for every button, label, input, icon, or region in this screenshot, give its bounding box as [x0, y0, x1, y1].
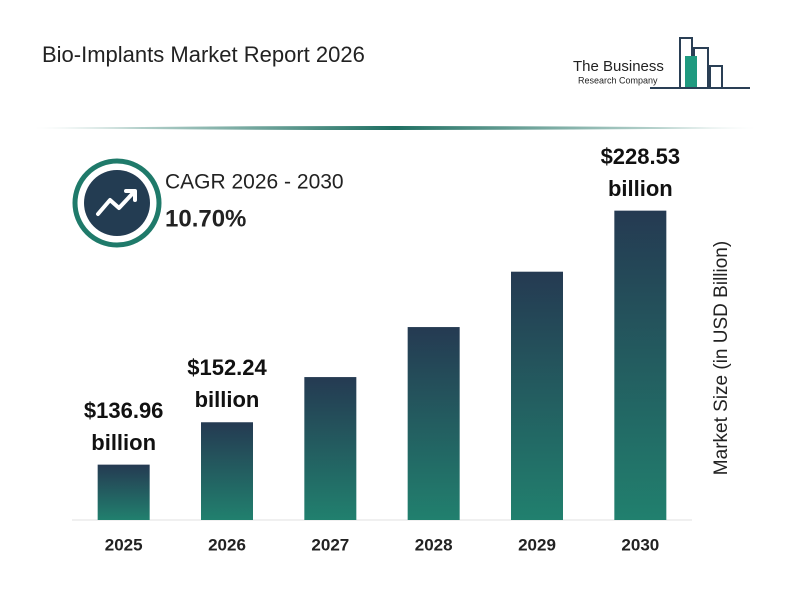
x-tick-label: 2030 — [621, 535, 659, 554]
x-tick-label: 2028 — [415, 535, 453, 554]
bar — [614, 210, 667, 520]
cagr-label: CAGR 2026 - 2030 — [165, 171, 344, 194]
title: Bio-Implants Market Report 2026 — [42, 42, 365, 67]
cagr-value: 10.70% — [165, 205, 246, 232]
bar — [407, 327, 460, 520]
x-tick-label: 2026 — [208, 535, 246, 554]
data-label: $228.53 billion — [600, 143, 681, 201]
x-tick-label: 2027 — [311, 535, 349, 554]
bar — [201, 422, 253, 520]
bar — [511, 271, 563, 520]
logo-text: The Business — [573, 58, 664, 75]
data-label: $136.96 billion — [83, 397, 164, 455]
bar — [304, 377, 357, 520]
x-tick-label: 2025 — [105, 535, 143, 554]
x-tick-label: 2029 — [518, 535, 556, 554]
cagr-icon — [72, 158, 162, 248]
logo — [650, 37, 750, 89]
bar — [97, 464, 150, 520]
data-label: $152.24 billion — [187, 355, 267, 413]
header-rule — [35, 126, 755, 130]
logo-subtext: Research Company — [578, 75, 658, 85]
y-axis-label: Market Size (in USD Billion) — [711, 241, 732, 475]
